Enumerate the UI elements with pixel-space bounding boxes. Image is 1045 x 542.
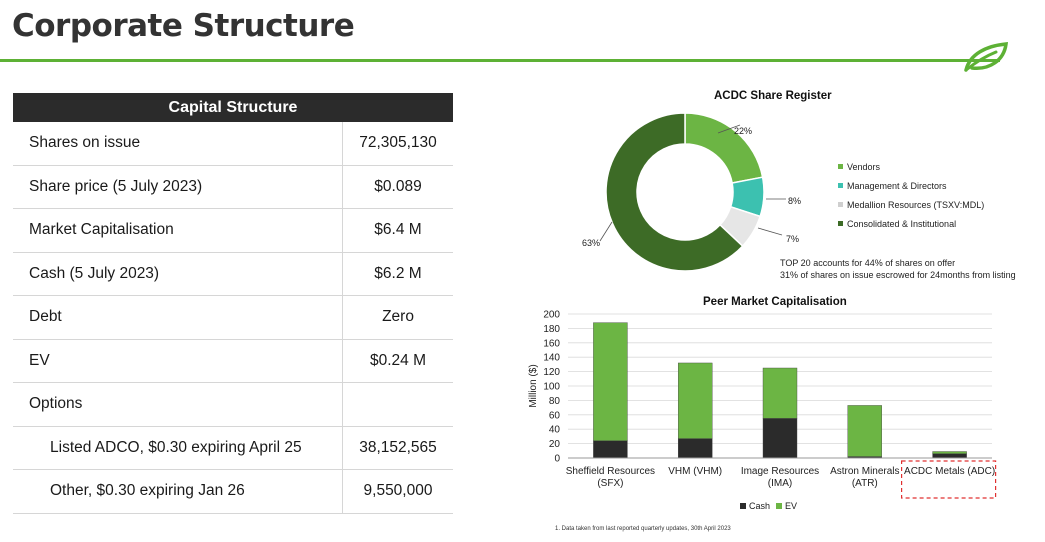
table-row: Share price (5 July 2023) $0.089 (13, 165, 453, 209)
y-tick-label: 0 (554, 454, 560, 465)
legend-item: Vendors (838, 157, 984, 176)
slice-leader-line (599, 221, 613, 242)
legend-item: Consolidated & Institutional (838, 214, 984, 233)
bar-segment-ev (677, 362, 713, 439)
legend-swatch (838, 202, 843, 207)
legend-label: Medallion Resources (TSXV:MDL) (847, 199, 985, 210)
y-tick-label: 200 (543, 310, 560, 321)
bar-segment-ev (932, 451, 967, 454)
row-label: Listed ADCO, $0.30 expiring April 25 (13, 426, 343, 470)
table-row: Debt Zero (13, 295, 453, 340)
legend-swatch (740, 503, 746, 509)
table-row: Listed ADCO, $0.30 expiring April 25 38,1… (13, 426, 453, 470)
peer-chart-title: Peer Market Capitalisation (703, 296, 847, 308)
legend-label: EV (785, 501, 798, 511)
x-tick-label: Sheffield Resources (566, 466, 655, 477)
y-tick-label: 60 (549, 410, 561, 421)
x-tick-label: Image Resources (741, 466, 819, 477)
y-tick-label: 20 (549, 439, 561, 450)
y-tick-label: 120 (543, 367, 560, 378)
peer-chart-legend: Cash EV (734, 501, 797, 511)
legend-item: Medallion Resources (TSXV:MDL) (838, 195, 984, 214)
share-register-title: ACDC Share Register (714, 90, 832, 102)
x-tick-label: Astron Minerals (830, 466, 899, 477)
table-row: EV $0.24 M (13, 339, 453, 383)
y-tick-label: 80 (549, 396, 561, 407)
legend-swatch (838, 221, 843, 226)
row-value: 9,550,000 (342, 469, 453, 514)
y-tick-label: 180 (543, 324, 560, 335)
legend-swatch (776, 503, 783, 509)
row-label: Options (13, 382, 343, 427)
peer-market-cap-chart: 0 20 40 60 80 100 120 140 160 180 200 Million ($) Sh… (528, 310, 997, 499)
table-row: Cash (5 July 2023) $6.2 M (13, 252, 453, 296)
page-title: Corporate Structure (12, 8, 355, 44)
row-value: 38,152,565 (342, 426, 453, 470)
row-value: Zero (342, 295, 453, 340)
row-label: Debt (13, 295, 343, 340)
table-row: Shares on issue 72,305,130 (13, 122, 453, 166)
legend-label: Consolidated & Institutional (847, 218, 957, 229)
row-label: Share price (5 July 2023) (13, 165, 343, 209)
y-axis-label: Million ($) (528, 364, 539, 407)
slice-leader-line (757, 227, 783, 236)
bar-segment-cash (762, 418, 798, 459)
row-value: $6.2 M (342, 252, 453, 296)
table-row: Other, $0.30 expiring Jan 26 9,550,000 (13, 469, 453, 514)
share-register-donut-chart: 22% 8% 7% 63% (582, 112, 801, 272)
y-tick-label: 100 (543, 382, 560, 393)
row-value: $0.24 M (342, 339, 453, 383)
x-tick-label: VHM (VHM) (668, 466, 722, 477)
slice-label: 7% (786, 234, 799, 244)
donut-slice (605, 112, 744, 272)
bar-segment-ev (762, 367, 798, 419)
legend-label: Management & Directors (847, 180, 947, 191)
share-register-legend: Vendors Management & Directors Medallion R… (838, 157, 984, 233)
table-row: Options (13, 382, 453, 427)
row-value: $0.089 (342, 165, 453, 209)
legend-label: Cash (749, 501, 771, 511)
legend-item: Management & Directors (838, 176, 984, 195)
donut-slice (684, 112, 764, 184)
footnote: 1. Data taken from last reported quarter… (555, 526, 731, 532)
row-label: Cash (5 July 2023) (13, 252, 343, 296)
row-label: EV (13, 339, 343, 383)
footnote-text: 1. Data taken from last reported quarter… (555, 526, 731, 532)
x-tick-label: (SFX) (597, 478, 623, 489)
x-tick-label: ACDC Metals (ADC) (904, 466, 995, 477)
y-tick-label: 40 (549, 425, 561, 436)
row-label: Shares on issue (13, 122, 343, 166)
capital-structure-header: Capital Structure (13, 93, 453, 122)
bar-segment-ev (847, 405, 882, 457)
capital-structure-table: Capital Structure Shares on issue 72,305,… (13, 93, 453, 514)
row-label: Market Capitalisation (13, 208, 343, 253)
share-register-notes: TOP 20 accounts for 44% of shares on off… (780, 257, 1016, 281)
slice-leader-line (717, 124, 741, 134)
bar-segment-cash (593, 440, 628, 459)
y-tick-label: 160 (543, 338, 560, 349)
title-divider (0, 59, 1000, 62)
slice-label: 8% (788, 196, 801, 206)
row-value: $6.4 M (342, 208, 453, 253)
bar-segment-cash (677, 438, 713, 459)
legend-swatch (838, 183, 843, 188)
row-value: 72,305,130 (342, 122, 453, 166)
table-row: Market Capitalisation $6.4 M (13, 208, 453, 253)
slice-label: 22% (734, 126, 752, 136)
row-value (342, 382, 453, 427)
x-tick-label: (IMA) (768, 478, 792, 489)
highlight-box (901, 460, 997, 499)
x-tick-label: (ATR) (852, 478, 878, 489)
leaf-logo-icon (964, 42, 1009, 72)
note-top20: TOP 20 accounts for 44% of shares on off… (780, 258, 956, 268)
legend-swatch (838, 164, 843, 169)
row-label: Other, $0.30 expiring Jan 26 (13, 469, 343, 514)
legend-label: Vendors (847, 161, 881, 172)
bar-segment-cash (932, 453, 967, 459)
note-escrow: 31% of shares on issue escrowed for 24mo… (780, 270, 1016, 280)
slice-label: 63% (582, 238, 600, 248)
bar-segment-ev (593, 322, 628, 441)
y-tick-label: 140 (543, 353, 560, 364)
